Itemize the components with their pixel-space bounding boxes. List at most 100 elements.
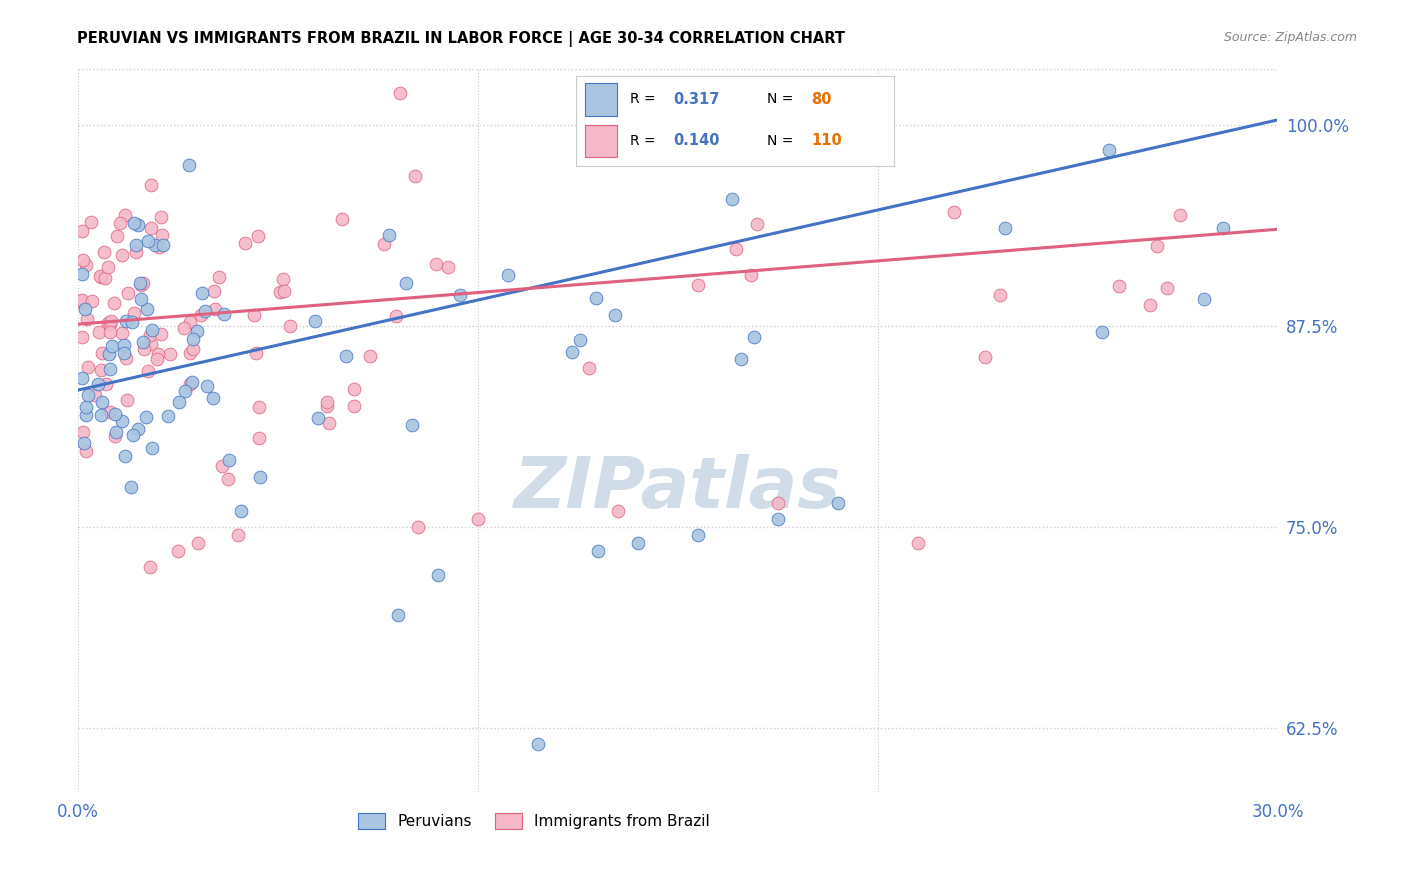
Point <box>75 400 97 414</box>
Point <box>80 293 103 308</box>
Point <box>72 296 94 310</box>
Point <box>125 237 148 252</box>
Point <box>76 444 98 458</box>
Point <box>125 244 148 259</box>
Point <box>404 169 426 183</box>
Point <box>246 228 269 243</box>
Point <box>101 339 124 353</box>
Point <box>315 399 337 413</box>
Point <box>467 511 489 525</box>
Point <box>121 315 143 329</box>
Point <box>202 391 225 405</box>
Point <box>93 244 115 259</box>
Point <box>91 395 114 409</box>
Point <box>1091 325 1114 339</box>
Point <box>195 379 218 393</box>
Point <box>114 208 136 222</box>
Point <box>122 428 145 442</box>
Point <box>173 321 195 335</box>
Point <box>98 326 121 340</box>
Point <box>72 425 94 439</box>
Point <box>75 258 97 272</box>
Point <box>498 268 520 282</box>
Point <box>96 316 118 330</box>
Point <box>146 351 169 366</box>
Point <box>243 309 266 323</box>
Point <box>395 276 418 290</box>
Point <box>245 345 267 359</box>
Point <box>425 257 447 271</box>
Point <box>135 409 157 424</box>
Point <box>229 503 252 517</box>
Point <box>343 382 366 396</box>
Point <box>145 238 167 252</box>
Point <box>194 304 217 318</box>
Point <box>724 242 747 256</box>
Point <box>1146 239 1168 253</box>
Point <box>387 608 409 623</box>
Point <box>136 302 159 317</box>
Point <box>766 495 789 509</box>
Point <box>72 436 94 450</box>
Point <box>378 227 401 242</box>
Point <box>1156 281 1178 295</box>
Point <box>214 307 236 321</box>
Point <box>159 347 181 361</box>
Point <box>202 284 225 298</box>
Point <box>827 495 849 509</box>
Point <box>181 342 204 356</box>
Point <box>141 323 163 337</box>
Point <box>304 313 326 327</box>
Point <box>90 408 112 422</box>
Point <box>87 376 110 391</box>
Point <box>114 449 136 463</box>
Point <box>139 336 162 351</box>
Point <box>132 335 155 350</box>
Point <box>190 309 212 323</box>
Point <box>1108 279 1130 293</box>
Point <box>115 392 138 407</box>
Point <box>335 349 357 363</box>
Text: Source: ZipAtlas.com: Source: ZipAtlas.com <box>1223 31 1357 45</box>
Point <box>80 215 103 229</box>
Point <box>627 535 650 549</box>
Point <box>76 387 98 401</box>
Point <box>77 359 100 374</box>
Point <box>278 319 301 334</box>
Point <box>1168 208 1191 222</box>
Point <box>207 269 229 284</box>
Point <box>152 237 174 252</box>
Point <box>98 317 121 331</box>
Point <box>686 527 709 541</box>
Point <box>343 400 366 414</box>
Point <box>141 441 163 455</box>
Point <box>179 346 201 360</box>
Point <box>204 301 226 316</box>
Point <box>90 362 112 376</box>
Point <box>94 271 117 285</box>
Point <box>167 544 190 558</box>
Point <box>139 328 162 343</box>
Point <box>720 192 742 206</box>
Point <box>120 480 142 494</box>
Point <box>111 414 134 428</box>
Point <box>115 314 138 328</box>
Point <box>1192 292 1215 306</box>
Point <box>100 314 122 328</box>
Point <box>139 560 162 574</box>
Point <box>89 325 111 339</box>
Point <box>318 416 340 430</box>
Point <box>122 216 145 230</box>
Point <box>247 431 270 445</box>
Point <box>406 519 429 533</box>
Point <box>156 409 179 423</box>
Point <box>70 224 93 238</box>
Point <box>688 277 710 292</box>
Text: PERUVIAN VS IMMIGRANTS FROM BRAZIL IN LABOR FORCE | AGE 30-34 CORRELATION CHART: PERUVIAN VS IMMIGRANTS FROM BRAZIL IN LA… <box>77 31 845 47</box>
Point <box>569 333 592 347</box>
Point <box>994 221 1017 235</box>
Point <box>273 284 295 298</box>
Point <box>247 400 270 414</box>
Point <box>108 217 131 231</box>
Point <box>218 453 240 467</box>
